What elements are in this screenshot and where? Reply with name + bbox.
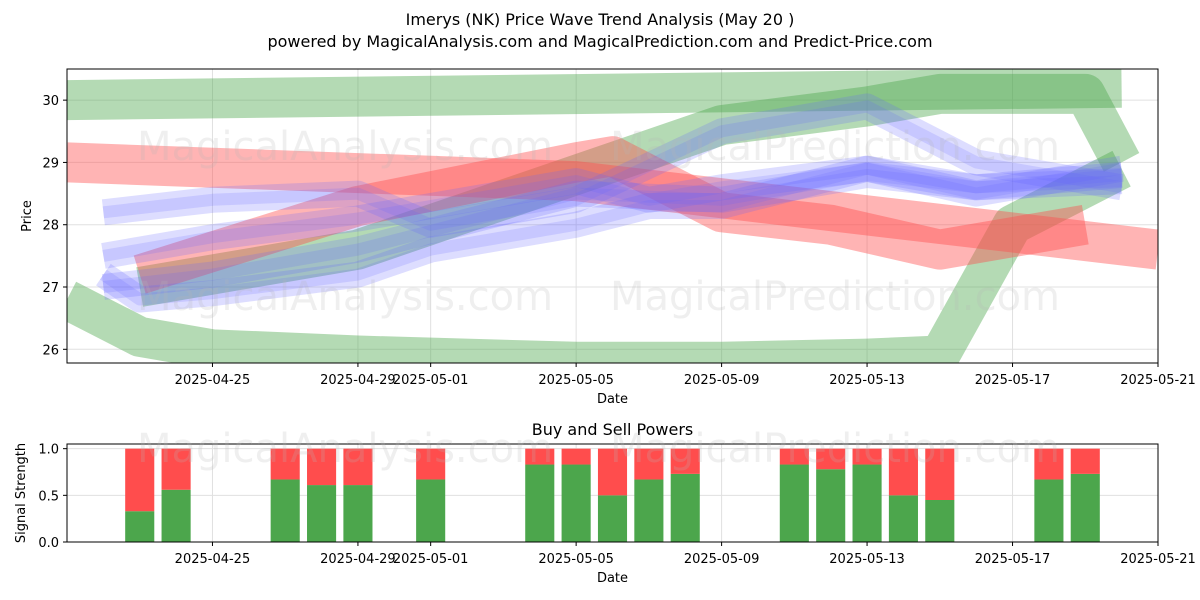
x-tick-label: 2025-05-17 [975, 373, 1051, 388]
buy-bar [597, 495, 628, 542]
x-tick-label: 2025-05-01 [393, 552, 469, 567]
x-tick-label: 2025-05-09 [684, 552, 760, 567]
wave-bands [67, 69, 1158, 363]
y-tick-label: 1.0 [38, 443, 59, 458]
x-tick-label: 2025-04-25 [175, 373, 251, 388]
x-tick-label: 2025-04-29 [320, 552, 396, 567]
x-tick-label: 2025-04-29 [320, 373, 396, 388]
sell-bar [852, 448, 882, 465]
sell-bar [161, 448, 191, 490]
x-tick-label: 2025-05-13 [829, 552, 905, 567]
wave-band-blue [101, 161, 1123, 300]
buy-bar [161, 489, 191, 542]
y-tick-label: 28 [42, 219, 59, 234]
x-tick-label: 2025-05-21 [1120, 552, 1196, 567]
sell-bar [561, 448, 591, 465]
plot-frame [66, 68, 1159, 364]
wave-band-blue [101, 93, 1124, 238]
sell-bar [525, 448, 555, 465]
x-tick-label: 2025-05-17 [975, 552, 1051, 567]
sell-bar [125, 448, 155, 512]
buy-bar [307, 485, 337, 542]
watermark-text: MagicalPrediction.com [610, 274, 1060, 320]
buy-bar [1070, 473, 1100, 542]
x-tick-label: 2025-05-05 [538, 373, 614, 388]
wave-band-green [136, 73, 1140, 307]
wave-band-blue [101, 155, 1123, 269]
buy-bar [1034, 479, 1064, 542]
buy-bar [416, 479, 446, 542]
sell-bar [343, 448, 373, 486]
sell-bar [779, 448, 809, 465]
y-tick-label: 27 [42, 281, 59, 296]
buy-bar [270, 479, 300, 542]
watermark-text: MagicalAnalysis.com [137, 124, 553, 170]
wave-band-blue [96, 155, 1124, 313]
sell-bar [597, 448, 628, 496]
buy-bar [779, 464, 809, 542]
x-tick-label: 2025-04-25 [175, 552, 251, 567]
x-tick-label: 2025-05-21 [1120, 373, 1196, 388]
watermark-layer: MagicalAnalysis.com MagicalPrediction.com… [137, 124, 1060, 472]
sell-bar [816, 448, 846, 470]
y-axis-label: Signal Strength [14, 443, 29, 543]
x-tick-label: 2025-05-13 [829, 373, 905, 388]
sell-bar [1070, 448, 1100, 474]
sell-bar [888, 448, 918, 496]
chart-title: Imerys (NK) Price Wave Trend Analysis (M… [406, 10, 795, 29]
buy-bar [343, 485, 373, 542]
y-tick-label: 0.0 [38, 536, 59, 551]
y-tick-label: 26 [42, 343, 59, 358]
sell-bar [416, 448, 446, 480]
buy-bar [670, 473, 700, 542]
y-tick-label: 29 [42, 156, 59, 171]
watermark-text: MagicalAnalysis.com [137, 274, 553, 320]
y-tick-label: 30 [42, 94, 59, 109]
buy-bar [634, 479, 664, 542]
sell-bar [270, 448, 300, 480]
subplot-title: Buy and Sell Powers [532, 420, 694, 439]
wave-band-core [100, 162, 1123, 306]
wave-band-core [102, 162, 1123, 262]
watermark-text: MagicalAnalysis.com [137, 426, 553, 472]
buy-bar [888, 495, 918, 542]
chart-subtitle: powered by MagicalAnalysis.com and Magic… [267, 32, 932, 51]
x-axis-label: Date [597, 392, 628, 407]
sell-bar [307, 448, 337, 486]
buy-bar [525, 464, 555, 542]
y-axis-label: Price [20, 200, 35, 232]
watermark-text: MagicalPrediction.com [610, 426, 1060, 472]
plot-frame [66, 443, 1159, 543]
sell-bar [670, 448, 700, 474]
wave-band-core [102, 168, 1122, 293]
sell-bar [634, 448, 664, 480]
wave-band-core [102, 100, 1123, 231]
watermark-text: MagicalPrediction.com [610, 124, 1060, 170]
buy-bar [816, 469, 846, 542]
x-tick-label: 2025-05-05 [538, 552, 614, 567]
x-tick-label: 2025-05-09 [684, 373, 760, 388]
buy-bar [925, 500, 955, 542]
buy-bar [125, 511, 155, 542]
x-tick-label: 2025-05-01 [393, 373, 469, 388]
buy-bar [561, 464, 591, 542]
sell-bar [925, 448, 955, 500]
wave-band-green [67, 69, 1122, 121]
wave-band-red [133, 136, 1089, 294]
wave-band-red [67, 142, 1158, 270]
buy-bar [852, 464, 882, 542]
sell-bar [1034, 448, 1064, 480]
wave-band-green [67, 150, 1131, 363]
y-tick-label: 0.5 [38, 489, 59, 504]
x-axis-label: Date [597, 571, 628, 586]
